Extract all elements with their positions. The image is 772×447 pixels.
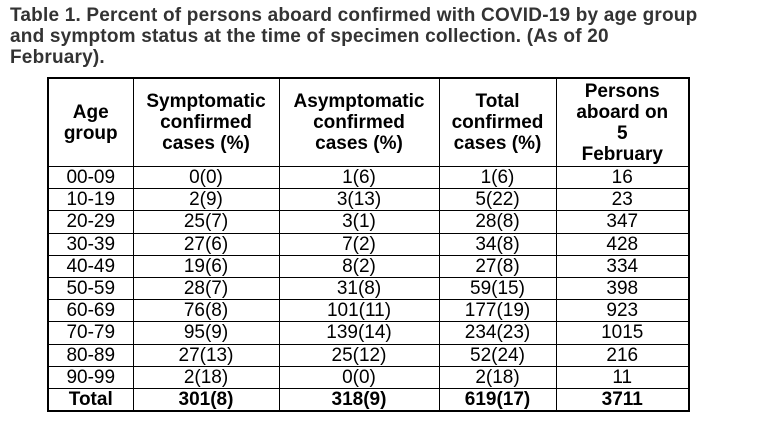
- cell-symptomatic: 2(9): [132, 188, 280, 212]
- cell-persons-aboard: 347: [555, 210, 690, 234]
- table-row: 40-49 19(6) 8(2) 27(8) 334: [47, 254, 690, 278]
- table-row: 30-39 27(6) 7(2) 34(8) 428: [47, 232, 690, 256]
- covid-age-table: Age group Symptomatic confirmed cases (%…: [47, 77, 690, 413]
- cell-asymptomatic: 7(2): [278, 232, 440, 256]
- cell-total-confirmed: 52(24): [438, 343, 557, 367]
- cell-persons-aboard: 398: [555, 276, 690, 301]
- cell-asymptomatic: 139(14): [278, 321, 440, 345]
- table-row: 80-89 27(13) 25(12) 52(24) 216: [47, 343, 690, 367]
- column-header-persons-aboard: Persons aboard on 5 February: [555, 77, 690, 167]
- column-header-total-confirmed: Total confirmed cases (%): [438, 77, 557, 167]
- cell-age-group: 80-89: [47, 343, 134, 367]
- total-cell-total-confirmed: 619(17): [438, 387, 557, 412]
- cell-asymptomatic: 3(13): [278, 188, 440, 212]
- cell-age-group: 30-39: [47, 232, 134, 256]
- column-header-asymptomatic: Asymptomatic confirmed cases (%): [278, 77, 440, 167]
- total-cell-asymptomatic: 318(9): [278, 387, 440, 412]
- cell-asymptomatic: 31(8): [278, 276, 440, 301]
- cell-asymptomatic: 1(6): [278, 165, 440, 190]
- cell-symptomatic: 25(7): [132, 210, 280, 234]
- cell-persons-aboard: 428: [555, 232, 690, 256]
- table-row: 20-29 25(7) 3(1) 28(8) 347: [47, 210, 690, 234]
- cell-asymptomatic: 25(12): [278, 343, 440, 367]
- cell-persons-aboard: 216: [555, 343, 690, 367]
- cell-persons-aboard: 923: [555, 299, 690, 323]
- cell-symptomatic: 19(6): [132, 254, 280, 278]
- cell-total-confirmed: 27(8): [438, 254, 557, 278]
- cell-total-confirmed: 5(22): [438, 188, 557, 212]
- table-row: 10-19 2(9) 3(13) 5(22) 23: [47, 188, 690, 212]
- cell-age-group: 10-19: [47, 188, 134, 212]
- cell-persons-aboard: 23: [555, 188, 690, 212]
- cell-symptomatic: 28(7): [132, 276, 280, 301]
- column-header-age-group: Age group: [47, 77, 134, 167]
- table-row: 00-09 0(0) 1(6) 1(6) 16: [47, 165, 690, 190]
- cell-total-confirmed: 1(6): [438, 165, 557, 190]
- cell-symptomatic: 76(8): [132, 299, 280, 323]
- cell-persons-aboard: 1015: [555, 321, 690, 345]
- cell-persons-aboard: 334: [555, 254, 690, 278]
- cell-total-confirmed: 59(15): [438, 276, 557, 301]
- table-total-row: Total 301(8) 318(9) 619(17) 3711: [47, 387, 690, 412]
- table-header: Age group Symptomatic confirmed cases (%…: [47, 77, 690, 167]
- cell-symptomatic: 2(18): [132, 365, 280, 389]
- cell-asymptomatic: 101(11): [278, 299, 440, 323]
- cell-asymptomatic: 8(2): [278, 254, 440, 278]
- cell-age-group: 90-99: [47, 365, 134, 389]
- cell-symptomatic: 0(0): [132, 165, 280, 190]
- cell-total-confirmed: 28(8): [438, 210, 557, 234]
- table-row: 70-79 95(9) 139(14) 234(23) 1015: [47, 321, 690, 345]
- column-header-symptomatic: Symptomatic confirmed cases (%): [132, 77, 280, 167]
- cell-symptomatic: 27(13): [132, 343, 280, 367]
- cell-age-group: 40-49: [47, 254, 134, 278]
- cell-age-group: 50-59: [47, 276, 134, 301]
- table-row: 90-99 2(18) 0(0) 2(18) 11: [47, 365, 690, 389]
- cell-age-group: 60-69: [47, 299, 134, 323]
- total-cell-age-group: Total: [47, 387, 134, 412]
- cell-persons-aboard: 16: [555, 165, 690, 190]
- cell-symptomatic: 95(9): [132, 321, 280, 345]
- cell-total-confirmed: 34(8): [438, 232, 557, 256]
- cell-age-group: 70-79: [47, 321, 134, 345]
- table-row: 50-59 28(7) 31(8) 59(15) 398: [47, 276, 690, 301]
- total-cell-persons-aboard: 3711: [555, 387, 690, 412]
- cell-asymptomatic: 3(1): [278, 210, 440, 234]
- cell-symptomatic: 27(6): [132, 232, 280, 256]
- table-body: 00-09 0(0) 1(6) 1(6) 16 10-19 2(9) 3(13) 5(22) 23…: [47, 165, 690, 412]
- table-row: 60-69 76(8) 101(11) 177(19) 923: [47, 299, 690, 323]
- cell-total-confirmed: 234(23): [438, 321, 557, 345]
- cell-age-group: 00-09: [47, 165, 134, 190]
- cell-total-confirmed: 177(19): [438, 299, 557, 323]
- cell-total-confirmed: 2(18): [438, 365, 557, 389]
- cell-age-group: 20-29: [47, 210, 134, 234]
- header-row: Age group Symptomatic confirmed cases (%…: [47, 77, 690, 167]
- total-cell-symptomatic: 301(8): [132, 387, 280, 412]
- cell-asymptomatic: 0(0): [278, 365, 440, 389]
- table-caption: Table 1. Percent of persons aboard confi…: [10, 5, 698, 68]
- cell-persons-aboard: 11: [555, 365, 690, 389]
